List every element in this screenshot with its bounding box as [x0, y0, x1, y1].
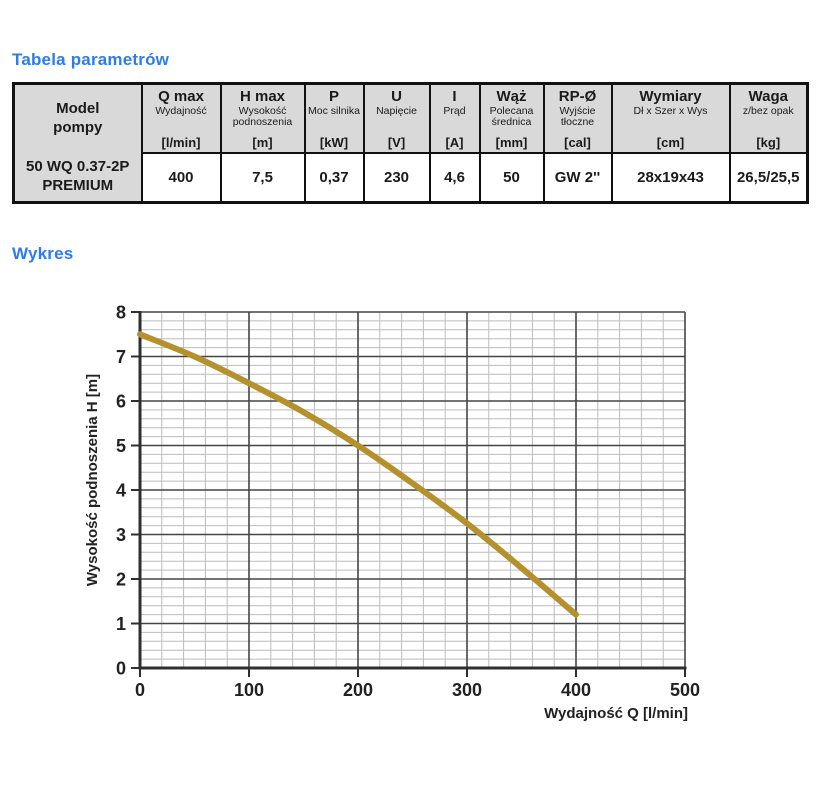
column-h-name: Q max	[158, 88, 204, 105]
column-h-name: Waga	[748, 88, 788, 105]
column-header-cell: U Napięcie [V]	[362, 82, 431, 154]
parameter-value-cell: 50	[478, 152, 545, 203]
y-tick-label: 1	[116, 614, 126, 634]
column-h-desc: Wydajność	[155, 104, 207, 117]
column-h-desc: Napięcie	[376, 104, 417, 117]
column-h-unit: [A]	[445, 135, 464, 150]
column-h-desc: Wyjście tłoczne	[559, 104, 596, 129]
x-tick-label: 100	[234, 680, 264, 700]
column-h-unit: [cm]	[656, 135, 685, 150]
x-axis-label: Wydajność Q [l/min]	[544, 705, 688, 722]
x-tick-label: 400	[561, 680, 591, 700]
parameter-value-cell: 0,37	[303, 152, 365, 203]
column-h-desc: Prąd	[443, 104, 466, 117]
parameter-value-cell: GW 2''	[542, 152, 613, 203]
x-tick-label: 200	[343, 680, 373, 700]
column-header-cell: P Moc silnika [kW]	[303, 82, 365, 154]
column-h-unit: [cal]	[564, 135, 591, 150]
column-header-cell: Wymiary Dł x Szer x Wys [cm]	[610, 82, 731, 154]
column-h-name: RP-Ø	[558, 88, 597, 105]
parameters-table: Model pompy Q max Wydajność [l/min] H max Wy…	[12, 82, 809, 204]
x-tick-label: 0	[135, 680, 145, 700]
column-h-name: Wąż	[496, 88, 527, 105]
column-h-desc: z/bez opak	[742, 104, 794, 117]
y-axis-label: Wysokość podnoszenia H [m]	[84, 374, 101, 586]
column-h-unit: [kW]	[319, 135, 349, 150]
column-h-desc: Dł x Szer x Wys	[633, 104, 708, 117]
column-h-name: U	[391, 88, 402, 105]
model-value-cell: 50 WQ 0.37-2P PREMIUM	[12, 153, 143, 203]
y-tick-label: 5	[116, 436, 126, 456]
chart-canvas: 0 100 200 300 400 500 0 1 2 3 4 5 6 7 8 Wydajność Q [l/…	[84, 303, 700, 723]
column-h-desc: Polecana średnica	[489, 104, 534, 129]
column-h-desc: Moc silnika	[308, 104, 360, 117]
column-header-cell: Q max Wydajność [l/min]	[140, 82, 222, 154]
y-tick-label: 3	[116, 525, 126, 545]
y-tick-label: 7	[116, 347, 126, 367]
y-tick-label: 8	[116, 303, 126, 323]
column-h-name: H max	[239, 88, 286, 105]
column-h-name: I	[452, 88, 457, 105]
y-tick-label: 4	[116, 481, 126, 501]
column-header-cell: RP-Ø Wyjście tłoczne [cal]	[542, 82, 613, 154]
x-tick-label: 300	[452, 680, 482, 700]
parameter-value-cell: 28x19x43	[610, 152, 731, 203]
column-h-unit: [mm]	[495, 135, 528, 150]
parameter-value-cell: 230	[362, 152, 431, 203]
parameter-value-cell: 26,5/25,5	[728, 152, 809, 203]
column-header-cell: Wąż Polecana średnica [mm]	[478, 82, 545, 154]
y-tick-label: 0	[116, 659, 126, 679]
x-tick-label: 500	[670, 680, 700, 700]
pump-performance-chart: 0 100 200 300 400 500 0 1 2 3 4 5 6 7 8 Wydajność Q [l/…	[0, 280, 817, 740]
table-header-row: Model pompy Q max Wydajność [l/min] H max Wy…	[12, 82, 809, 154]
y-tick-label: 6	[116, 392, 126, 412]
column-header-cell: Waga z/bez opak [kg]	[728, 82, 809, 154]
column-h-unit: [kg]	[756, 135, 781, 150]
parameter-value-cell: 7,5	[219, 152, 306, 203]
table-section-heading: Tabela parametrów	[12, 50, 170, 69]
column-h-unit: [m]	[252, 135, 273, 150]
parameter-value-cell: 4,6	[428, 152, 481, 203]
column-header-cell: I Prąd [A]	[428, 82, 481, 154]
column-header-cell: H max Wysokość podnoszenia [m]	[219, 82, 306, 154]
column-h-name: Wymiary	[639, 88, 702, 105]
y-tick-label: 2	[116, 570, 126, 590]
pump-curve	[137, 331, 579, 618]
column-h-desc: Wysokość podnoszenia	[232, 104, 293, 129]
column-h-unit: [l/min]	[161, 135, 201, 150]
table-value-row: 50 WQ 0.37-2P PREMIUM 400 7,5 0,37 230 4,6 50…	[12, 152, 809, 203]
column-h-name: P	[328, 88, 339, 105]
chart-section-heading: Wykres	[12, 244, 74, 263]
model-header-cell: Model pompy	[12, 82, 143, 153]
column-h-unit: [V]	[387, 135, 406, 150]
parameter-value-cell: 400	[140, 152, 222, 203]
